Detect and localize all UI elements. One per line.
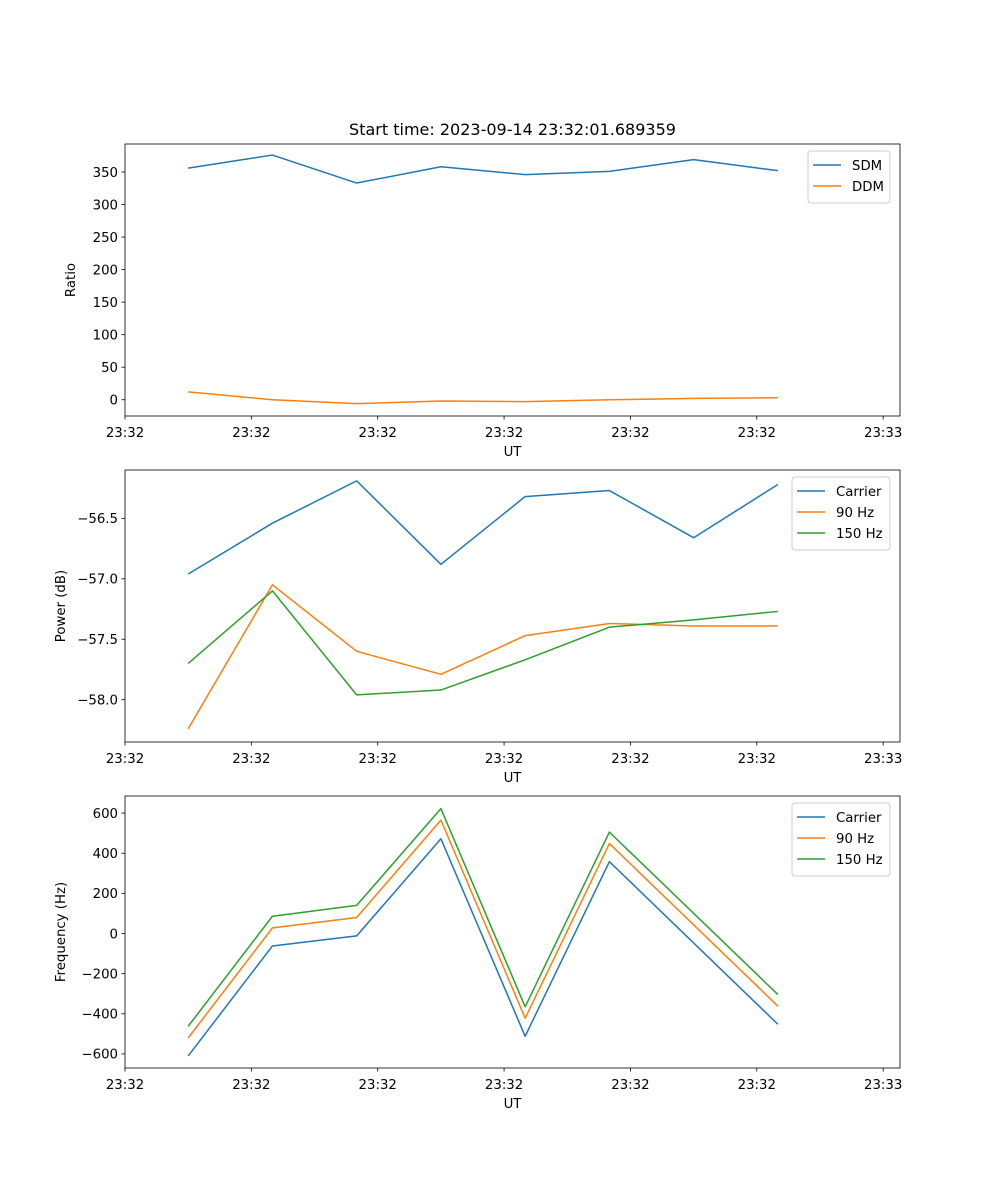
frequency-y-tick-label: 200	[93, 887, 118, 902]
ratio-y-tick-label: 300	[93, 198, 118, 213]
frequency-x-tick-label: 23:32	[485, 1078, 523, 1093]
frequency-series-carrier	[187, 838, 779, 1057]
ratio-legend-label-ddm: DDM	[852, 180, 884, 195]
ratio-panel: 23:32 23:32 23:32 23:32 23:32 23:32 23:33 0 50 10…	[64, 143, 902, 460]
frequency-legend: Carrier 90 Hz 150 Hz	[791, 802, 891, 877]
ratio-legend: SDM DDM	[807, 150, 891, 204]
power-x-tick-label: 23:32	[359, 752, 397, 767]
ratio-x-tick-label: 23:32	[485, 426, 523, 441]
ratio-y-tick-label: 350	[93, 166, 118, 181]
frequency-y-tick-label: −400	[81, 1008, 118, 1023]
ratio-x-tick-label: 23:32	[106, 426, 144, 441]
frequency-legend-label-150-hz: 150 Hz	[836, 853, 883, 868]
ratio-y-axis-label: Ratio	[64, 263, 79, 297]
figure-title: Start time: 2023-09-14 23:32:01.689359	[349, 120, 676, 139]
frequency-x-tick-label: 23:33	[864, 1078, 902, 1093]
power-x-tick-label: 23:32	[106, 752, 144, 767]
frequency-panel: 23:32 23:32 23:32 23:32 23:32 23:32 23:33 −600 −…	[54, 795, 902, 1112]
frequency-x-tick-label: 23:32	[738, 1078, 776, 1093]
ratio-x-tick-label: 23:33	[864, 426, 902, 441]
power-panel: 23:32 23:32 23:32 23:32 23:32 23:32 23:33 −58.0…	[54, 469, 902, 786]
power-x-axis-label: UT	[504, 771, 523, 786]
frequency-series-150-hz	[187, 807, 779, 1027]
frequency-x-tick-label: 23:32	[611, 1078, 649, 1093]
power-legend: Carrier 90 Hz 150 Hz	[791, 476, 891, 551]
power-axes-frame	[124, 469, 901, 743]
power-x-tick-label: 23:33	[864, 752, 902, 767]
frequency-legend-box	[791, 802, 891, 877]
ratio-x-tick-label: 23:32	[738, 426, 776, 441]
ratio-y-tick-label: 200	[93, 263, 118, 278]
power-x-tick-label: 23:32	[611, 752, 649, 767]
ratio-x-axis-label: UT	[504, 445, 523, 460]
power-x-tick-label: 23:32	[738, 752, 776, 767]
power-series-carrier	[187, 480, 779, 575]
frequency-series-90-hz	[187, 819, 779, 1039]
power-series-90-hz	[187, 584, 778, 730]
frequency-x-tick-label: 23:32	[359, 1078, 397, 1093]
ratio-x-tick-label: 23:32	[232, 426, 270, 441]
power-y-tick-label: −57.0	[77, 573, 118, 588]
frequency-y-tick-label: 600	[93, 807, 118, 822]
power-y-tick-label: −58.0	[77, 693, 118, 708]
ratio-y-tick-label: 0	[110, 394, 118, 409]
ratio-legend-box	[807, 150, 891, 204]
ratio-y-tick-label: 150	[93, 296, 118, 311]
ratio-y-tick-label: 50	[101, 361, 118, 376]
power-x-tick-label: 23:32	[485, 752, 523, 767]
power-series-150-hz	[187, 590, 778, 696]
ratio-legend-label-sdm: SDM	[852, 159, 882, 174]
frequency-y-axis-label: Frequency (Hz)	[54, 882, 69, 982]
frequency-legend-label-carrier: Carrier	[836, 811, 882, 826]
power-legend-label-90-hz: 90 Hz	[836, 506, 874, 521]
ratio-y-tick-label: 250	[93, 231, 118, 246]
ratio-axes-frame	[124, 143, 901, 417]
frequency-x-axis-label: UT	[504, 1097, 523, 1112]
power-legend-label-carrier: Carrier	[836, 485, 882, 500]
power-legend-box	[791, 476, 891, 551]
ratio-series-ddm	[188, 391, 778, 405]
ratio-x-tick-label: 23:32	[359, 426, 397, 441]
frequency-y-tick-label: −600	[81, 1048, 118, 1063]
frequency-x-tick-label: 23:32	[106, 1078, 144, 1093]
ratio-series-sdm	[188, 154, 778, 184]
frequency-y-tick-label: 400	[93, 847, 118, 862]
power-y-tick-label: −57.5	[77, 633, 118, 648]
frequency-legend-label-90-hz: 90 Hz	[836, 832, 874, 847]
power-legend-label-150-hz: 150 Hz	[836, 527, 883, 542]
ratio-y-tick-label: 100	[93, 328, 118, 343]
power-y-axis-label: Power (dB)	[54, 570, 69, 642]
frequency-y-tick-label: −200	[81, 967, 118, 982]
frequency-x-tick-label: 23:32	[232, 1078, 270, 1093]
ratio-x-tick-label: 23:32	[611, 426, 649, 441]
power-x-tick-label: 23:32	[232, 752, 270, 767]
power-y-tick-label: −56.5	[77, 512, 118, 527]
frequency-axes-frame	[124, 795, 901, 1069]
frequency-y-tick-label: 0	[110, 927, 118, 942]
